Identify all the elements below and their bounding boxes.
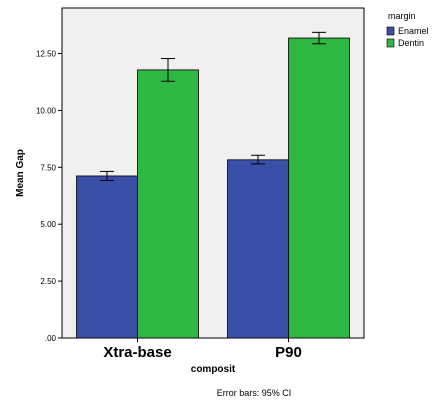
x-axis: Xtra-base P90 (103, 338, 302, 361)
bar-dentin-xtra-base (137, 69, 199, 339)
y-axis: .00 2.50 5.00 7.50 10.00 12.50 (36, 50, 62, 343)
y-tick-label: 12.50 (36, 50, 57, 59)
x-axis-title: composit (191, 364, 236, 375)
legend-label-dentin: Dentin (398, 38, 424, 48)
y-tick-label: 5.00 (40, 220, 56, 229)
legend-label-enamel: Enamel (398, 26, 429, 36)
legend-title: margin (388, 11, 416, 21)
error-bars-layer (100, 31, 326, 182)
y-tick-label: .00 (45, 334, 57, 343)
x-tick-label: P90 (275, 344, 302, 361)
legend: margin Enamel Dentin (386, 11, 429, 48)
y-axis-title: Mean Gap (15, 149, 26, 197)
x-tick-label: Xtra-base (103, 344, 171, 361)
y-tick-label: 10.00 (36, 106, 57, 115)
y-tick-label: 7.50 (40, 163, 56, 172)
legend-swatch-enamel (386, 26, 395, 36)
bar-enamel-xtra-base (76, 175, 138, 339)
bar-dentin-p90 (288, 37, 350, 339)
y-tick-label: 2.50 (40, 277, 56, 286)
legend-items: Enamel Dentin (386, 26, 429, 48)
bar-enamel-p90 (227, 159, 289, 339)
error-bars-note: Error bars: 95% CI (217, 388, 292, 398)
legend-swatch-dentin (386, 38, 395, 48)
